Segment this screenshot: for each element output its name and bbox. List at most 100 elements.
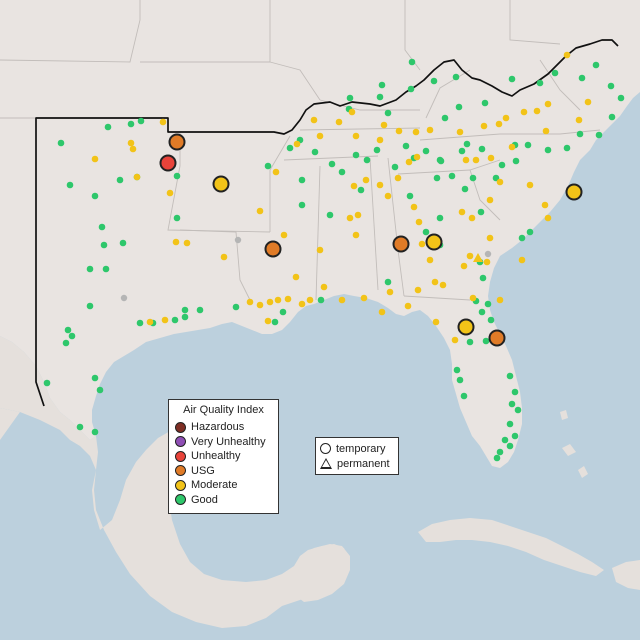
monitor-marker[interactable] xyxy=(405,158,413,166)
monitor-marker[interactable] xyxy=(524,141,532,149)
monitor-marker[interactable] xyxy=(432,318,440,326)
monitor-marker[interactable] xyxy=(502,114,510,122)
monitor-marker[interactable] xyxy=(127,120,135,128)
monitor-marker[interactable] xyxy=(483,258,491,266)
inactive-monitor-marker[interactable] xyxy=(484,250,492,258)
monitor-marker[interactable] xyxy=(320,283,328,291)
monitor-marker[interactable] xyxy=(373,146,381,154)
monitor-marker[interactable] xyxy=(354,211,362,219)
monitor-marker[interactable] xyxy=(484,300,492,308)
monitor-marker[interactable] xyxy=(360,294,368,302)
monitor-marker[interactable] xyxy=(298,201,306,209)
monitor-marker[interactable] xyxy=(311,148,319,156)
monitor-marker[interactable] xyxy=(402,142,410,150)
highlighted-monitor-marker[interactable] xyxy=(159,154,177,172)
monitor-marker[interactable] xyxy=(541,201,549,209)
monitor-marker[interactable] xyxy=(91,155,99,163)
monitor-marker[interactable] xyxy=(316,246,324,254)
monitor-marker[interactable] xyxy=(91,192,99,200)
monitor-marker[interactable] xyxy=(501,436,509,444)
monitor-marker[interactable] xyxy=(279,308,287,316)
monitor-marker[interactable] xyxy=(536,79,544,87)
monitor-marker[interactable] xyxy=(266,298,274,306)
monitor-marker[interactable] xyxy=(508,400,516,408)
monitor-marker[interactable] xyxy=(338,296,346,304)
monitor-marker[interactable] xyxy=(436,214,444,222)
monitor-marker[interactable] xyxy=(563,144,571,152)
monitor-marker[interactable] xyxy=(68,332,76,340)
monitor-marker[interactable] xyxy=(563,51,571,59)
monitor-marker[interactable] xyxy=(310,116,318,124)
monitor-marker[interactable] xyxy=(274,296,282,304)
inactive-monitor-marker[interactable] xyxy=(234,236,242,244)
monitor-marker[interactable] xyxy=(414,286,422,294)
monitor-marker[interactable] xyxy=(518,234,526,242)
monitor-marker[interactable] xyxy=(181,306,189,314)
monitor-marker[interactable] xyxy=(119,239,127,247)
monitor-marker[interactable] xyxy=(575,116,583,124)
monitor-marker[interactable] xyxy=(506,442,514,450)
monitor-marker[interactable] xyxy=(412,128,420,136)
monitor-marker[interactable] xyxy=(256,301,264,309)
monitor-marker[interactable] xyxy=(468,214,476,222)
monitor-marker[interactable] xyxy=(395,127,403,135)
monitor-marker[interactable] xyxy=(576,130,584,138)
monitor-marker[interactable] xyxy=(62,339,70,347)
monitor-marker[interactable] xyxy=(272,168,280,176)
monitor-marker[interactable] xyxy=(378,308,386,316)
monitor-marker[interactable] xyxy=(96,386,104,394)
monitor-marker[interactable] xyxy=(430,77,438,85)
monitor-marker[interactable] xyxy=(608,113,616,121)
monitor-marker[interactable] xyxy=(98,223,106,231)
monitor-marker[interactable] xyxy=(479,274,487,282)
monitor-marker[interactable] xyxy=(264,317,272,325)
monitor-marker[interactable] xyxy=(544,100,552,108)
monitor-marker[interactable] xyxy=(506,372,514,380)
monitor-marker[interactable] xyxy=(183,239,191,247)
monitor-marker[interactable] xyxy=(466,338,474,346)
monitor-marker[interactable] xyxy=(280,231,288,239)
monitor-marker[interactable] xyxy=(526,228,534,236)
monitor-marker[interactable] xyxy=(91,374,99,382)
monitor-marker[interactable] xyxy=(317,296,325,304)
monitor-marker[interactable] xyxy=(469,294,477,302)
monitor-marker[interactable] xyxy=(298,176,306,184)
monitor-marker[interactable] xyxy=(404,302,412,310)
monitor-marker[interactable] xyxy=(43,379,51,387)
monitor-marker[interactable] xyxy=(508,143,516,151)
monitor-marker[interactable] xyxy=(357,186,365,194)
highlighted-monitor-marker[interactable] xyxy=(425,233,443,251)
monitor-marker[interactable] xyxy=(407,85,415,93)
monitor-marker[interactable] xyxy=(487,154,495,162)
monitor-marker[interactable] xyxy=(127,139,135,147)
monitor-marker[interactable] xyxy=(104,123,112,131)
monitor-marker[interactable] xyxy=(415,218,423,226)
monitor-marker[interactable] xyxy=(271,318,279,326)
monitor-marker[interactable] xyxy=(346,94,354,102)
monitor-marker[interactable] xyxy=(91,428,99,436)
monitor-marker[interactable] xyxy=(456,128,464,136)
monitor-marker[interactable] xyxy=(76,423,84,431)
monitor-marker[interactable] xyxy=(376,136,384,144)
monitor-marker[interactable] xyxy=(172,238,180,246)
monitor-marker[interactable] xyxy=(378,81,386,89)
monitor-marker[interactable] xyxy=(496,178,504,186)
monitor-marker[interactable] xyxy=(335,118,343,126)
monitor-marker[interactable] xyxy=(316,132,324,140)
monitor-marker[interactable] xyxy=(284,295,292,303)
monitor-marker[interactable] xyxy=(492,174,500,182)
monitor-marker[interactable] xyxy=(422,147,430,155)
monitor-marker[interactable] xyxy=(348,108,356,116)
inactive-monitor-marker[interactable] xyxy=(120,294,128,302)
monitor-marker[interactable] xyxy=(472,156,480,164)
monitor-marker[interactable] xyxy=(595,131,603,139)
monitor-marker[interactable] xyxy=(394,174,402,182)
monitor-marker[interactable] xyxy=(286,144,294,152)
monitor-marker[interactable] xyxy=(455,103,463,111)
monitor-marker[interactable] xyxy=(422,228,430,236)
monitor-marker[interactable] xyxy=(386,288,394,296)
monitor-marker[interactable] xyxy=(418,240,426,248)
monitor-marker[interactable] xyxy=(518,256,526,264)
monitor-marker[interactable] xyxy=(306,296,314,304)
